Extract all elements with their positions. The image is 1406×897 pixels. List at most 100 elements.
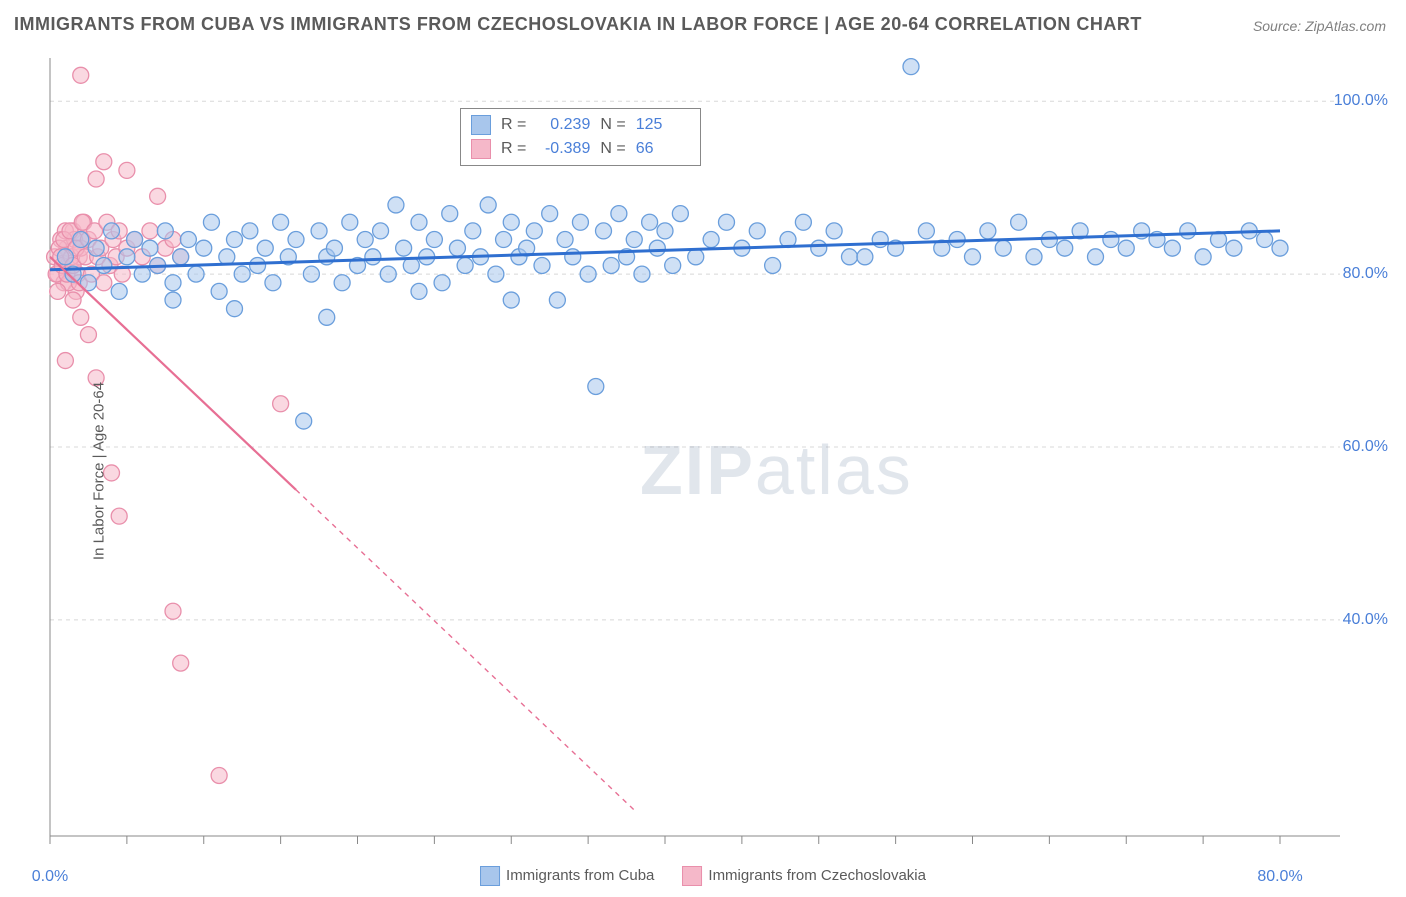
scatter-point-a	[688, 249, 704, 265]
scatter-point-a	[749, 223, 765, 239]
scatter-point-b	[119, 162, 135, 178]
scatter-point-a	[965, 249, 981, 265]
scatter-point-a	[642, 214, 658, 230]
scatter-point-a	[496, 232, 512, 248]
scatter-point-a	[1026, 249, 1042, 265]
scatter-point-a	[273, 214, 289, 230]
n-label: N =	[600, 140, 625, 158]
scatter-point-a	[104, 223, 120, 239]
scatter-point-b	[73, 67, 89, 83]
y-tick-label: 40.0%	[1343, 611, 1388, 629]
scatter-point-a	[588, 378, 604, 394]
scatter-point-a	[319, 309, 335, 325]
scatter-point-a	[603, 257, 619, 273]
scatter-point-a	[634, 266, 650, 282]
scatter-point-a	[127, 232, 143, 248]
y-axis-label: In Labor Force | Age 20-64	[91, 382, 108, 560]
scatter-point-a	[1226, 240, 1242, 256]
scatter-point-a	[411, 283, 427, 299]
trend-line-b-dashed	[296, 490, 634, 810]
scatter-point-a	[157, 223, 173, 239]
scatter-point-a	[434, 275, 450, 291]
scatter-point-a	[1257, 232, 1273, 248]
scatter-point-a	[719, 214, 735, 230]
scatter-point-a	[765, 257, 781, 273]
scatter-point-a	[180, 232, 196, 248]
scatter-point-a	[1103, 232, 1119, 248]
scatter-point-a	[995, 240, 1011, 256]
scatter-point-a	[795, 214, 811, 230]
scatter-point-a	[326, 240, 342, 256]
scatter-point-a	[857, 249, 873, 265]
scatter-point-a	[626, 232, 642, 248]
scatter-point-b	[96, 275, 112, 291]
scatter-point-a	[503, 214, 519, 230]
chart-title: IMMIGRANTS FROM CUBA VS IMMIGRANTS FROM …	[14, 14, 1142, 35]
scatter-point-a	[342, 214, 358, 230]
scatter-point-a	[227, 301, 243, 317]
scatter-point-a	[826, 223, 842, 239]
scatter-point-a	[503, 292, 519, 308]
legend-swatch	[471, 139, 491, 159]
scatter-point-b	[211, 767, 227, 783]
scatter-point-a	[1057, 240, 1073, 256]
scatter-point-a	[572, 214, 588, 230]
scatter-point-a	[257, 240, 273, 256]
scatter-point-b	[273, 396, 289, 412]
scatter-point-a	[557, 232, 573, 248]
scatter-plot-svg	[0, 50, 1406, 892]
scatter-point-a	[234, 266, 250, 282]
scatter-point-a	[665, 257, 681, 273]
scatter-point-b	[50, 283, 66, 299]
scatter-point-a	[73, 232, 89, 248]
scatter-point-a	[96, 257, 112, 273]
n-label: N =	[600, 116, 625, 134]
scatter-point-a	[426, 232, 442, 248]
legend-bottom: Immigrants from CubaImmigrants from Czec…	[480, 866, 926, 886]
scatter-point-a	[657, 223, 673, 239]
scatter-point-b	[150, 188, 166, 204]
correlation-stats-box: R =0.239N =125R =-0.389N =66	[460, 108, 701, 166]
scatter-point-a	[842, 249, 858, 265]
scatter-point-a	[1180, 223, 1196, 239]
scatter-point-a	[388, 197, 404, 213]
scatter-point-a	[188, 266, 204, 282]
scatter-point-a	[596, 223, 612, 239]
scatter-point-a	[357, 232, 373, 248]
scatter-point-a	[1011, 214, 1027, 230]
scatter-point-a	[242, 223, 258, 239]
scatter-point-a	[449, 240, 465, 256]
scatter-point-a	[203, 214, 219, 230]
x-tick-label: 80.0%	[1257, 868, 1302, 886]
scatter-point-a	[811, 240, 827, 256]
scatter-point-a	[296, 413, 312, 429]
scatter-point-a	[250, 257, 266, 273]
scatter-point-a	[373, 223, 389, 239]
scatter-point-a	[365, 249, 381, 265]
legend-swatch	[471, 115, 491, 135]
scatter-point-b	[173, 655, 189, 671]
scatter-point-a	[411, 214, 427, 230]
scatter-point-a	[1088, 249, 1104, 265]
scatter-point-b	[142, 223, 158, 239]
scatter-point-a	[534, 257, 550, 273]
scatter-point-a	[542, 206, 558, 222]
scatter-point-b	[57, 353, 73, 369]
scatter-point-a	[288, 232, 304, 248]
y-tick-label: 60.0%	[1343, 438, 1388, 456]
y-tick-label: 80.0%	[1343, 265, 1388, 283]
scatter-point-a	[303, 266, 319, 282]
r-label: R =	[501, 140, 526, 158]
scatter-point-a	[211, 283, 227, 299]
r-value: -0.389	[536, 140, 590, 158]
scatter-point-a	[565, 249, 581, 265]
n-value: 66	[636, 140, 690, 158]
scatter-point-a	[465, 223, 481, 239]
scatter-point-a	[380, 266, 396, 282]
scatter-point-a	[396, 240, 412, 256]
scatter-point-a	[488, 266, 504, 282]
scatter-point-a	[672, 206, 688, 222]
scatter-point-a	[111, 283, 127, 299]
scatter-point-a	[918, 223, 934, 239]
scatter-point-b	[80, 327, 96, 343]
